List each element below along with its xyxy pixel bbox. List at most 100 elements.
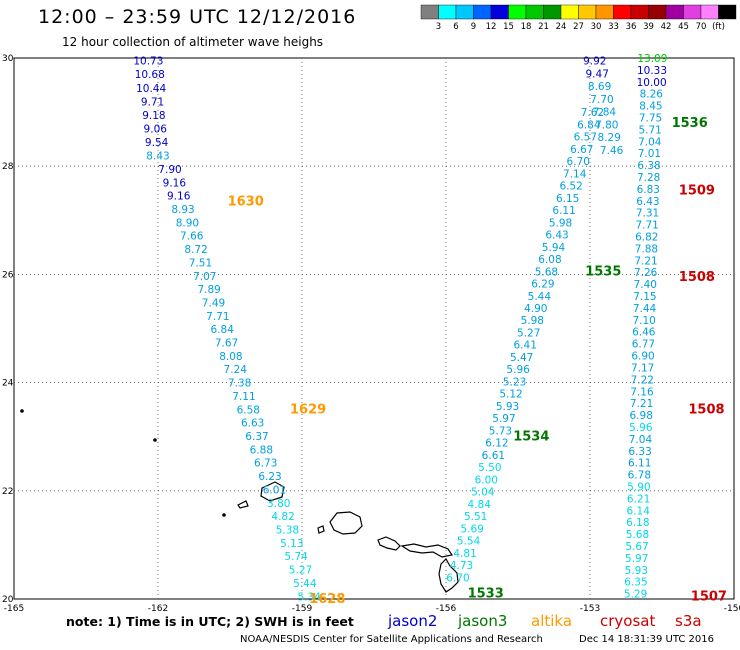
wave-height-value: 9.71 [141, 96, 164, 108]
pass-time-label: 1629 [290, 403, 326, 418]
wave-height-value: 5.98 [521, 315, 544, 327]
wave-height-value: 4.90 [524, 303, 547, 315]
wave-height-value: 5.27 [517, 327, 540, 339]
wave-height-value: 6.41 [514, 340, 537, 352]
islet-dot [20, 409, 24, 413]
legend-swatch [543, 4, 562, 20]
wave-height-value: 6.78 [628, 470, 651, 482]
wave-height-value: 6.70 [446, 572, 469, 584]
pass-time-label: 1508 [679, 270, 715, 285]
wave-height-value: 6.67 [570, 144, 593, 156]
y-tick-label: 22 [2, 487, 13, 497]
wave-height-value: 5.97 [625, 553, 648, 565]
wave-height-value: 7.67 [215, 338, 238, 350]
kauai-outline [329, 511, 363, 535]
wave-height-value: 7.80 [595, 119, 618, 131]
x-tick-label: -156 [436, 604, 457, 614]
legend-swatch [700, 4, 719, 20]
wave-height-value: 9.54 [145, 137, 169, 149]
wave-height-value: 7.10 [632, 315, 655, 327]
wave-height-value: 5.93 [496, 401, 519, 413]
wave-height-value: 6.38 [637, 160, 660, 172]
wave-height-value: 6.58 [237, 404, 260, 416]
wave-height-value: 8.69 [588, 81, 611, 93]
wave-height-value: 7.66 [180, 231, 204, 243]
pass-time-label: 1536 [672, 116, 708, 131]
wave-height-value: 5.54 [457, 536, 481, 548]
wave-height-value: 5.51 [464, 511, 487, 523]
wave-height-value: 7.89 [197, 284, 220, 296]
legend-label: 21 [538, 22, 549, 32]
big-island-outline [438, 558, 459, 593]
wave-height-value: 5.68 [626, 529, 649, 541]
legend-swatch [438, 4, 457, 20]
gridlines [14, 58, 734, 599]
wave-height-value: 6.90 [631, 351, 654, 363]
wave-height-value: 7.90 [158, 164, 181, 176]
legend-label: 24 [556, 22, 567, 32]
wave-height-value: 7.62 [581, 107, 604, 119]
y-tick-label: 24 [2, 379, 14, 389]
color-scale-legend: 3 6 9 12 15 18 21 24 27 30 33 36 39 42 45 70 (ft) [420, 4, 737, 32]
wave-height-value: 7.21 [630, 398, 653, 410]
wave-height-value: 8.93 [171, 204, 194, 216]
wave-height-value: 8.45 [639, 101, 662, 113]
wave-height-value: 10.73 [133, 56, 163, 68]
wave-height-value: 7.04 [629, 434, 653, 446]
pass-time-label: 1508 [688, 403, 724, 418]
wave-height-value: 6.14 [627, 505, 651, 517]
wave-height-value: 4.73 [450, 560, 473, 572]
wave-height-value: 6.33 [628, 446, 651, 458]
wave-height-value: 7.14 [563, 168, 587, 180]
pass-time-labels: 1630 1629 1628 1536 1509 1535 1508 1508 1534 1533… [228, 116, 727, 607]
legend-swatch [630, 4, 649, 20]
legend-swatch [665, 4, 684, 20]
generated-timestamp: Dec 14 18:31:39 UTC 2016 [579, 634, 714, 645]
wave-height-value: 13.09 [637, 53, 667, 65]
wave-height-value: 6.18 [626, 517, 649, 529]
wave-height-value: 7.07 [193, 271, 216, 283]
x-tick-label: -165 [4, 604, 24, 614]
wave-height-value: 6.63 [241, 418, 264, 430]
wave-height-value: 6.12 [485, 438, 508, 450]
wave-height-value: 5.94 [542, 242, 566, 254]
wave-height-value: 6.52 [559, 181, 582, 193]
y-tick-label: 20 [2, 595, 14, 605]
plot-frame [13, 57, 735, 600]
wave-height-value: 5.73 [489, 425, 512, 437]
legend-label: 12 [486, 22, 497, 32]
wave-height-value: 6.82 [635, 232, 658, 244]
wave-height-value: 5.93 [625, 565, 648, 577]
x-tick-label: -150 [724, 604, 740, 614]
wave-height-value: 7.40 [634, 279, 657, 291]
wave-height-value: 5.97 [492, 413, 515, 425]
wave-height-value: 5.74 [284, 551, 308, 563]
satellite-label-s3a: s3a [675, 612, 702, 630]
wave-height-value: 7.38 [228, 378, 251, 390]
satellite-label-altika: altika [531, 612, 573, 630]
pass-time-label: 1534 [513, 430, 549, 445]
wave-height-value: 5.12 [499, 389, 522, 401]
legend-label: 18 [521, 22, 532, 32]
pass-time-label: 1509 [679, 184, 715, 199]
wave-height-value: 6.08 [538, 254, 561, 266]
axis-tick-labels: -165 -162 -159 -156 -153 -150 20 22 24 26 28 30 [2, 54, 740, 614]
pass-time-label: 1533 [468, 587, 504, 602]
hawaii-coastline [20, 409, 459, 593]
wave-height-value: 5.96 [629, 422, 653, 434]
legend-swatch [683, 4, 702, 20]
wave-height-value: 10.00 [637, 77, 667, 89]
wave-height-value: 6.84 [211, 324, 235, 336]
wave-height-value: 8.90 [176, 217, 199, 229]
wave-height-value: 9.18 [142, 110, 165, 122]
wave-height-value: 5.34 [298, 591, 322, 603]
wave-height-value: 7.04 [638, 136, 662, 148]
wave-height-value: 5.44 [293, 578, 317, 590]
satellite-label-cryosat: cryosat [600, 612, 656, 630]
legend-swatch [455, 4, 474, 20]
wave-height-value: 7.88 [635, 243, 658, 255]
wave-height-value: 6.57 [574, 132, 597, 144]
wave-height-value: 5.38 [276, 525, 299, 537]
wave-height-value: 6.23 [258, 471, 281, 483]
wave-height-value: 5.98 [549, 217, 572, 229]
